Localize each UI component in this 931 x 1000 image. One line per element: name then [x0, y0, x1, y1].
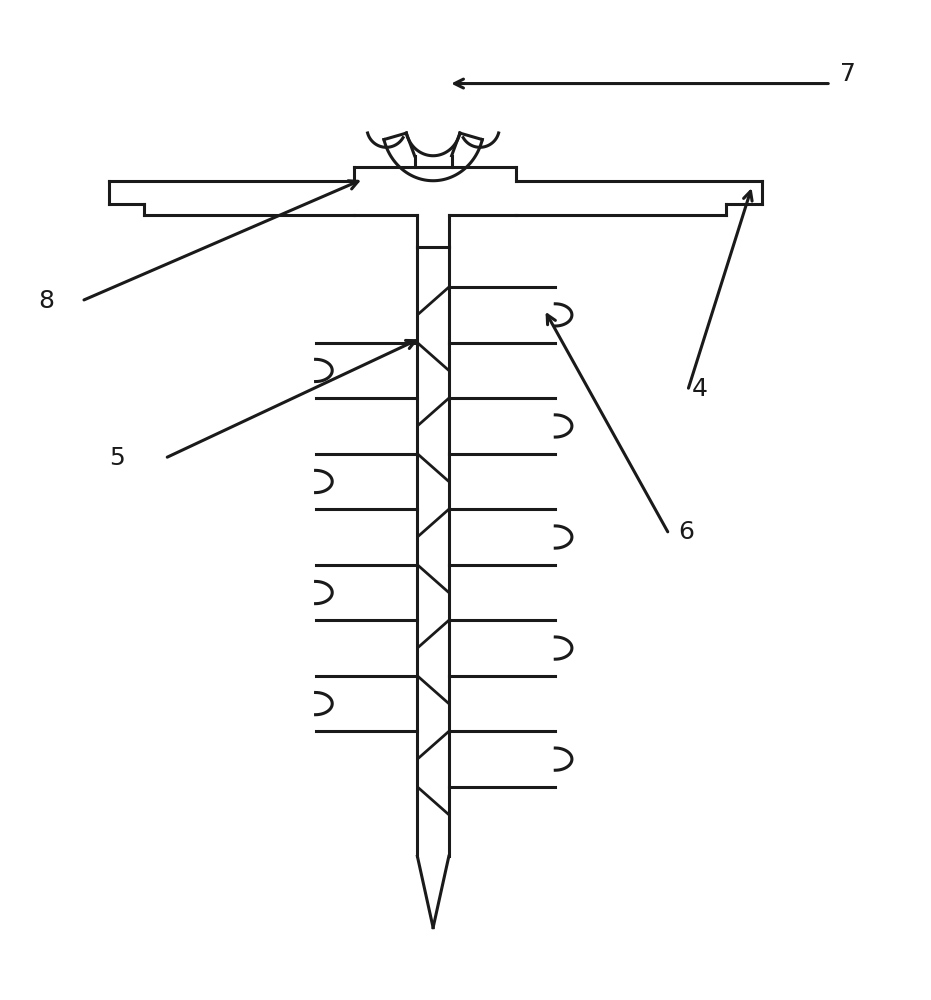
- Text: 6: 6: [679, 520, 695, 544]
- Text: 8: 8: [38, 289, 54, 313]
- Text: 7: 7: [841, 62, 857, 86]
- Text: 5: 5: [109, 446, 125, 470]
- Text: 4: 4: [693, 377, 708, 401]
